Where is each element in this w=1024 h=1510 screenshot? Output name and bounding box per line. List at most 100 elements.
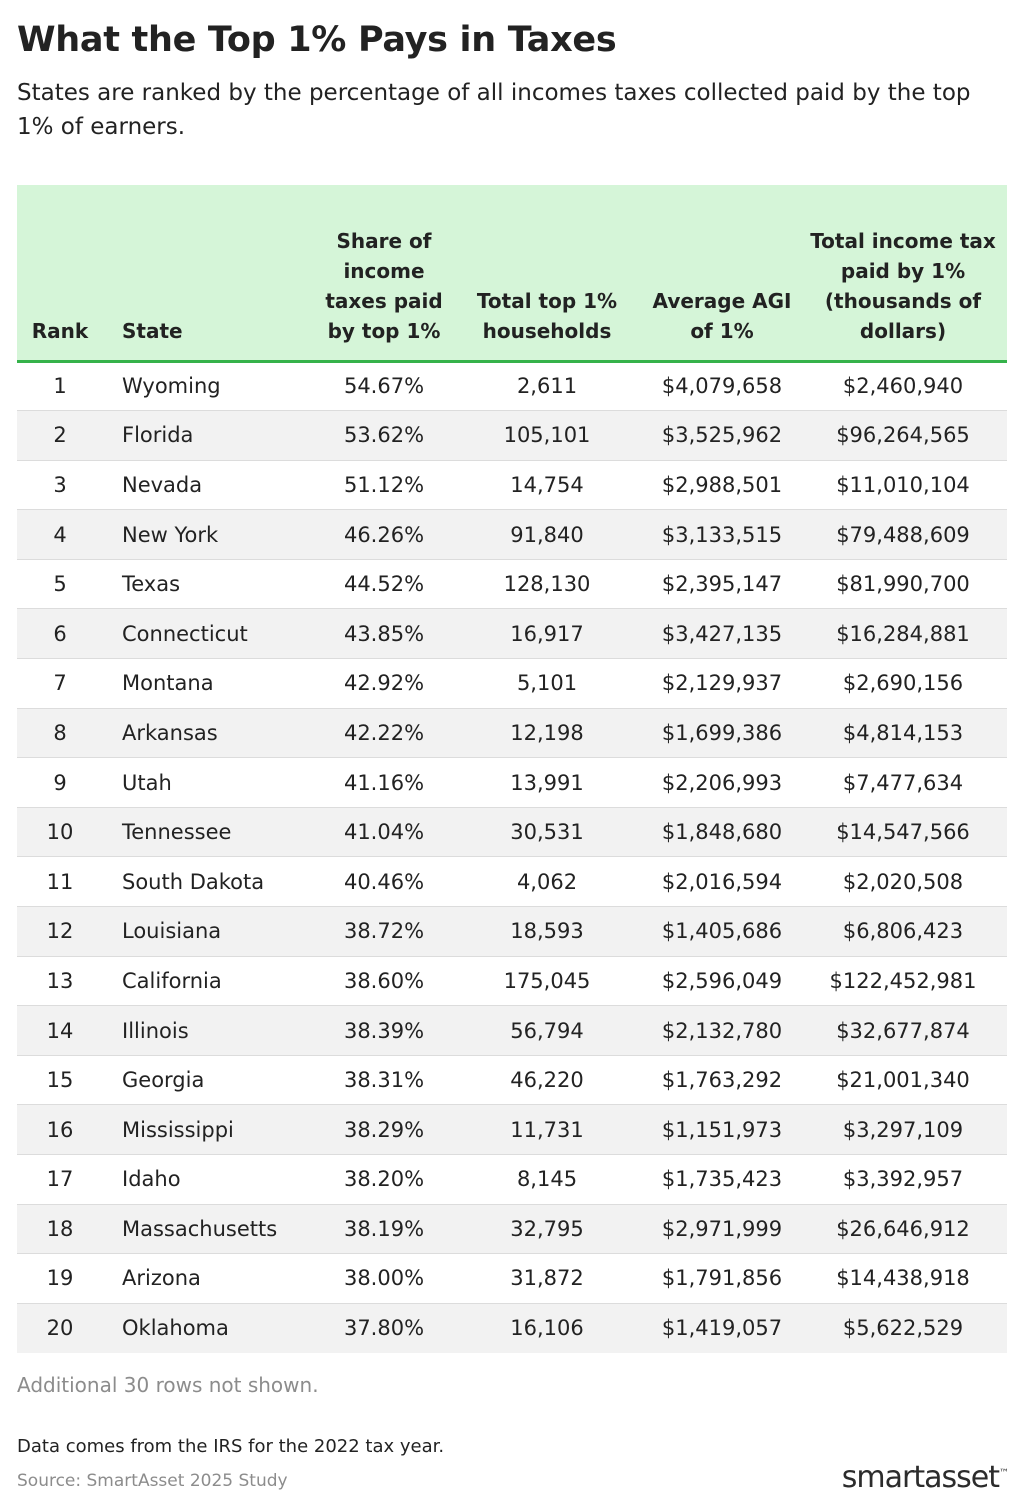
logo-trademark: ™ <box>999 1468 1009 1479</box>
cell-total-tax: $26,646,912 <box>799 1204 1007 1255</box>
table-row: 18 Massachusetts 38.19% 32,795 $2,971,999 $26… <box>17 1204 1007 1255</box>
table-row: 10 Tennessee 41.04% 30,531 $1,848,680 $14,547… <box>17 807 1007 858</box>
cell-state: Wyoming <box>103 361 319 412</box>
cell-rank: 6 <box>17 608 103 660</box>
table-row: 20 Oklahoma 37.80% 16,106 $1,419,057 $5,622,5… <box>17 1303 1007 1353</box>
cell-average-agi: $4,079,658 <box>645 361 799 412</box>
cell-state: Mississippi <box>103 1104 319 1155</box>
additional-rows-note: Additional 30 rows not shown. <box>17 1373 319 1397</box>
cell-state: Arkansas <box>103 708 319 759</box>
table-row: 11 South Dakota 40.46% 4,062 $2,016,594 $2,02… <box>17 856 1007 908</box>
cell-average-agi: $1,848,680 <box>645 807 799 858</box>
cell-total-tax: $2,690,156 <box>799 658 1007 709</box>
table-row: 16 Mississippi 38.29% 11,731 $1,151,973 $3,29… <box>17 1104 1007 1155</box>
cell-rank: 18 <box>17 1204 103 1255</box>
table-row: 5 Texas 44.52% 128,130 $2,395,147 $81,990,700 <box>17 559 1007 610</box>
cell-average-agi: $2,971,999 <box>645 1204 799 1255</box>
cell-state: Arizona <box>103 1253 319 1304</box>
cell-rank: 1 <box>17 361 103 412</box>
cell-share: 42.22% <box>319 708 449 759</box>
cell-average-agi: $2,129,937 <box>645 658 799 709</box>
table-row: 13 California 38.60% 175,045 $2,596,049 $122,… <box>17 956 1007 1007</box>
cell-state: Tennessee <box>103 807 319 858</box>
table-row: 4 New York 46.26% 91,840 $3,133,515 $79,488,6… <box>17 509 1007 560</box>
cell-share: 38.31% <box>319 1055 449 1106</box>
cell-rank: 14 <box>17 1005 103 1056</box>
cell-average-agi: $1,151,973 <box>645 1104 799 1155</box>
cell-average-agi: $1,791,856 <box>645 1253 799 1304</box>
cell-households: 56,794 <box>449 1005 645 1056</box>
cell-share: 42.92% <box>319 658 449 709</box>
column-header-households: Total top 1% households <box>449 185 645 363</box>
page-subtitle: States are ranked by the percentage of a… <box>17 80 971 140</box>
cell-average-agi: $2,988,501 <box>645 460 799 511</box>
cell-rank: 11 <box>17 856 103 908</box>
cell-households: 11,731 <box>449 1104 645 1155</box>
cell-average-agi: $1,405,686 <box>645 906 799 957</box>
cell-share: 40.46% <box>319 856 449 908</box>
cell-state: Massachusetts <box>103 1204 319 1255</box>
cell-households: 18,593 <box>449 906 645 957</box>
cell-total-tax: $7,477,634 <box>799 757 1007 808</box>
cell-average-agi: $1,699,386 <box>645 708 799 759</box>
table-row: 3 Nevada 51.12% 14,754 $2,988,501 $11,010,104 <box>17 460 1007 511</box>
cell-share: 38.72% <box>319 906 449 957</box>
data-note: Data comes from the IRS for the 2022 tax… <box>17 1436 445 1457</box>
cell-total-tax: $11,010,104 <box>799 460 1007 511</box>
cell-rank: 9 <box>17 757 103 808</box>
cell-total-tax: $122,452,981 <box>799 956 1007 1007</box>
table-row: 15 Georgia 38.31% 46,220 $1,763,292 $21,001,3… <box>17 1055 1007 1106</box>
table-row: 1 Wyoming 54.67% 2,611 $4,079,658 $2,460,940 <box>17 361 1007 412</box>
cell-share: 54.67% <box>319 361 449 412</box>
column-header-share: Share of income taxes paid by top 1% <box>319 185 449 363</box>
cell-average-agi: $2,132,780 <box>645 1005 799 1056</box>
cell-state: South Dakota <box>103 856 319 908</box>
cell-state: Texas <box>103 559 319 610</box>
table-row: 14 Illinois 38.39% 56,794 $2,132,780 $32,677,… <box>17 1005 1007 1056</box>
cell-rank: 15 <box>17 1055 103 1106</box>
cell-share: 46.26% <box>319 509 449 560</box>
table-header-row: Rank State Share of income taxes paid by… <box>17 185 1007 363</box>
cell-rank: 19 <box>17 1253 103 1304</box>
cell-state: California <box>103 956 319 1007</box>
cell-rank: 5 <box>17 559 103 610</box>
cell-share: 41.04% <box>319 807 449 858</box>
cell-rank: 4 <box>17 509 103 560</box>
cell-households: 5,101 <box>449 658 645 709</box>
column-header-rank: Rank <box>17 185 103 363</box>
cell-total-tax: $3,297,109 <box>799 1104 1007 1155</box>
cell-total-tax: $6,806,423 <box>799 906 1007 957</box>
cell-rank: 10 <box>17 807 103 858</box>
cell-average-agi: $1,735,423 <box>645 1154 799 1205</box>
cell-rank: 7 <box>17 658 103 709</box>
cell-rank: 3 <box>17 460 103 511</box>
cell-total-tax: $81,990,700 <box>799 559 1007 610</box>
cell-state: Idaho <box>103 1154 319 1205</box>
cell-share: 44.52% <box>319 559 449 610</box>
cell-share: 38.29% <box>319 1104 449 1155</box>
cell-average-agi: $2,395,147 <box>645 559 799 610</box>
cell-households: 14,754 <box>449 460 645 511</box>
cell-share: 51.12% <box>319 460 449 511</box>
cell-total-tax: $4,814,153 <box>799 708 1007 759</box>
cell-total-tax: $14,438,918 <box>799 1253 1007 1304</box>
cell-total-tax: $3,392,957 <box>799 1154 1007 1205</box>
cell-rank: 20 <box>17 1303 103 1353</box>
cell-total-tax: $32,677,874 <box>799 1005 1007 1056</box>
cell-share: 38.60% <box>319 956 449 1007</box>
table-row: 8 Arkansas 42.22% 12,198 $1,699,386 $4,814,15… <box>17 708 1007 759</box>
cell-rank: 16 <box>17 1104 103 1155</box>
table-row: 19 Arizona 38.00% 31,872 $1,791,856 $14,438,9… <box>17 1253 1007 1304</box>
column-header-average-agi: Average AGI of 1% <box>645 185 799 363</box>
cell-rank: 8 <box>17 708 103 759</box>
cell-households: 91,840 <box>449 509 645 560</box>
cell-state: Utah <box>103 757 319 808</box>
cell-households: 16,917 <box>449 608 645 660</box>
cell-state: New York <box>103 509 319 560</box>
cell-average-agi: $2,206,993 <box>645 757 799 808</box>
cell-average-agi: $2,016,594 <box>645 856 799 908</box>
table-row: 7 Montana 42.92% 5,101 $2,129,937 $2,690,156 <box>17 658 1007 709</box>
data-table-container: Rank State Share of income taxes paid by… <box>17 185 1007 1353</box>
cell-households: 46,220 <box>449 1055 645 1106</box>
cell-share: 38.00% <box>319 1253 449 1304</box>
